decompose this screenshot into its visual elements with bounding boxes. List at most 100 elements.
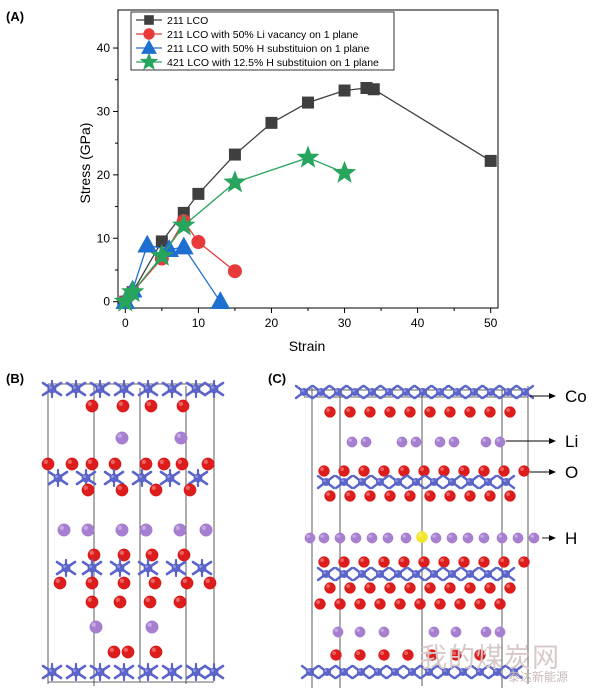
li-atom: [480, 436, 492, 448]
o-atom: [364, 490, 376, 502]
co-atom: [317, 388, 325, 396]
data-point: [227, 264, 242, 279]
co-atom: [71, 384, 81, 394]
li-atom-highlight: [384, 534, 388, 538]
li-atom: [446, 532, 458, 544]
o-atom-highlight: [203, 459, 208, 464]
co-atom: [197, 563, 207, 573]
o-atom-highlight: [460, 467, 464, 471]
co-atom-highlight: [460, 669, 463, 672]
o-atom: [354, 598, 366, 610]
co-atom: [334, 388, 342, 396]
li-atom-highlight: [147, 622, 152, 627]
o-atom-highlight: [466, 492, 470, 496]
co-atom-highlight: [488, 389, 491, 392]
o-atom: [424, 582, 436, 594]
o-atom: [318, 465, 330, 477]
co-atom: [376, 570, 384, 578]
li-atom-highlight: [482, 438, 486, 442]
o-atom-highlight: [380, 651, 384, 655]
co-atom-highlight: [449, 479, 452, 482]
li-atom-highlight: [362, 438, 366, 442]
o-atom: [494, 598, 506, 610]
o-atom-highlight: [360, 558, 364, 562]
co-atom: [143, 563, 153, 573]
o-atom: [498, 556, 510, 568]
o-atom-highlight: [426, 492, 430, 496]
co-atom: [340, 570, 348, 578]
co-atom-highlight: [392, 669, 395, 672]
co-atom-highlight: [358, 669, 361, 672]
co-atom: [95, 667, 105, 677]
o-atom-highlight: [67, 459, 72, 464]
data-point: [173, 236, 194, 255]
o-atom: [149, 483, 163, 497]
o-atom: [338, 556, 350, 568]
li-atom: [81, 523, 95, 537]
data-point: [338, 84, 351, 97]
o-atom-highlight: [151, 485, 156, 490]
series-line: [124, 87, 492, 303]
o-atom-highlight: [159, 459, 164, 464]
data-point: [192, 187, 205, 200]
o-atom-highlight: [476, 651, 480, 655]
panel-b-label: (B): [6, 371, 25, 386]
o-atom-highlight: [118, 401, 123, 406]
o-atom-highlight: [205, 578, 210, 583]
o-atom: [464, 490, 476, 502]
o-atom: [384, 582, 396, 594]
o-atom-highlight: [452, 651, 456, 655]
series-4: [113, 145, 357, 312]
o-atom: [107, 645, 121, 659]
li-atom: [199, 523, 213, 537]
o-atom-highlight: [396, 600, 400, 604]
li-atom-highlight: [402, 534, 406, 538]
li-atom-highlight: [83, 525, 88, 530]
co-atom-highlight: [193, 669, 196, 672]
o-atom-highlight: [332, 651, 336, 655]
o-atom-highlight: [480, 558, 484, 562]
o-atom: [173, 595, 187, 609]
o-atom: [201, 457, 215, 471]
crystal-structure-c: Co Li O H: [294, 384, 587, 688]
o-atom: [384, 490, 396, 502]
o-atom: [314, 598, 326, 610]
co-atom: [408, 668, 416, 676]
o-atom: [504, 582, 516, 594]
o-atom-highlight: [115, 597, 120, 602]
data-point: [137, 234, 158, 253]
co-atom: [448, 478, 456, 486]
co-atom: [191, 667, 201, 677]
li-atom: [462, 532, 474, 544]
co-atom-highlight: [377, 479, 380, 482]
o-atom: [404, 490, 416, 502]
li-atom-highlight: [482, 628, 486, 632]
o-atom-highlight: [326, 492, 330, 496]
li-atom: [378, 626, 390, 638]
co-atom: [47, 384, 57, 394]
o-atom: [484, 490, 496, 502]
o-atom-highlight: [123, 647, 128, 652]
o-atom-highlight: [320, 467, 324, 471]
o-atom-highlight: [476, 600, 480, 604]
li-atom: [448, 436, 460, 448]
co-atom: [484, 478, 492, 486]
o-atom: [504, 406, 516, 418]
co-atom: [81, 473, 91, 483]
co-atom: [323, 668, 331, 676]
co-atom-highlight: [503, 479, 506, 482]
o-atom-highlight: [520, 558, 524, 562]
o-atom: [458, 556, 470, 568]
co-atom-highlight: [195, 475, 198, 478]
co-atom: [504, 388, 512, 396]
co-atom-highlight: [63, 565, 66, 568]
co-atom-highlight: [369, 389, 372, 392]
co-atom-highlight: [145, 669, 148, 672]
legend-entry: 211 LCO with 50% H substituion on 1 plan…: [167, 43, 370, 55]
o-atom: [324, 582, 336, 594]
co-atom: [470, 388, 478, 396]
o-atom-highlight: [500, 467, 504, 471]
co-atom-highlight: [55, 475, 58, 478]
o-atom-highlight: [404, 651, 408, 655]
o-atom: [324, 406, 336, 418]
